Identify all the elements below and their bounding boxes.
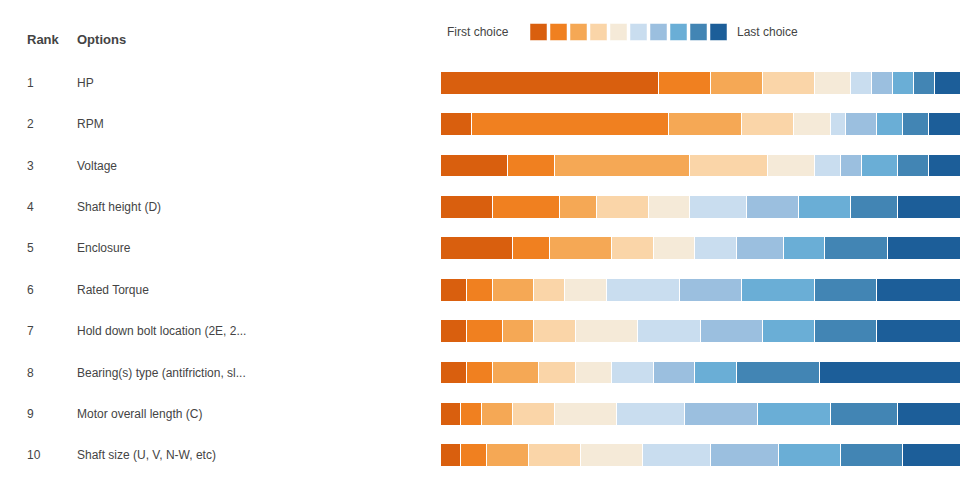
svg-text:Bearing(s) type (antifriction,: Bearing(s) type (antifriction, sl... [77, 366, 246, 380]
svg-text:Last choice: Last choice [737, 25, 798, 39]
svg-text:Hold down bolt location (2E, 2: Hold down bolt location (2E, 2... [77, 324, 246, 338]
svg-text:Voltage: Voltage [77, 159, 117, 173]
svg-text:Shaft height (D): Shaft height (D) [77, 200, 161, 214]
svg-text:Rank: Rank [27, 32, 60, 47]
svg-text:6: 6 [27, 283, 34, 297]
svg-text:HP: HP [77, 76, 94, 90]
svg-text:8: 8 [27, 366, 34, 380]
svg-text:Options: Options [77, 32, 126, 47]
svg-text:5: 5 [27, 241, 34, 255]
svg-text:10: 10 [27, 448, 41, 462]
svg-text:First choice: First choice [447, 25, 509, 39]
svg-text:Shaft size (U, V, N-W, etc): Shaft size (U, V, N-W, etc) [77, 448, 216, 462]
svg-text:9: 9 [27, 407, 34, 421]
svg-text:Enclosure: Enclosure [77, 241, 131, 255]
svg-text:4: 4 [27, 200, 34, 214]
svg-text:2: 2 [27, 117, 34, 131]
svg-text:1: 1 [27, 76, 34, 90]
svg-text:Motor overall length (C): Motor overall length (C) [77, 407, 202, 421]
svg-text:Rated Torque: Rated Torque [77, 283, 149, 297]
svg-text:RPM: RPM [77, 117, 104, 131]
svg-text:7: 7 [27, 324, 34, 338]
svg-text:3: 3 [27, 159, 34, 173]
